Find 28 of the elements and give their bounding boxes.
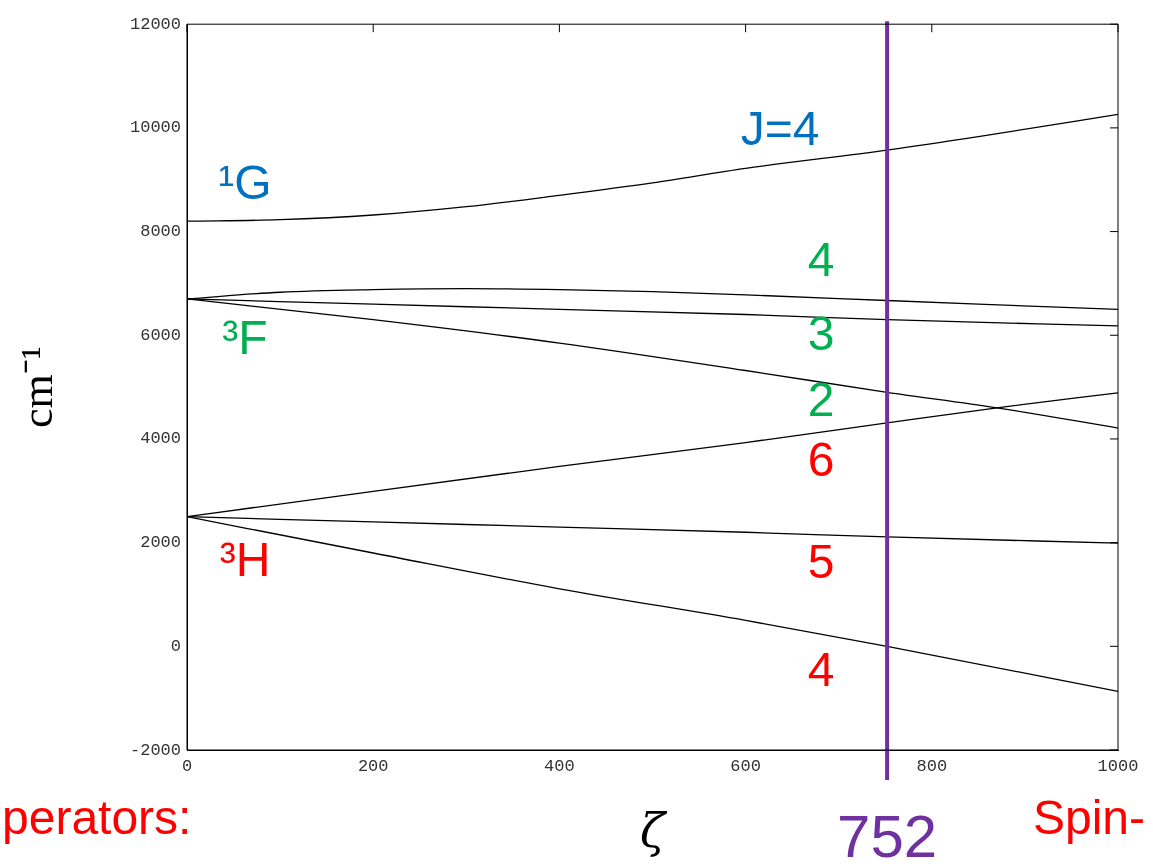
annotation: 5: [807, 535, 835, 589]
x-tick-label: 200: [357, 756, 389, 776]
annotation: 6: [807, 433, 835, 487]
y-tick-label: 4000: [140, 429, 181, 449]
annotation: 2: [807, 373, 835, 427]
annotation: J=4: [740, 102, 820, 156]
y-axis-title: cm⁻¹: [12, 346, 62, 429]
y-tick-label: -2000: [129, 740, 181, 760]
annotation: 4: [807, 233, 835, 287]
x-axis-title: ζ: [640, 804, 669, 859]
annotation: ³H: [219, 533, 271, 587]
x-tick-label: 800: [916, 756, 948, 776]
x-tick-label: 600: [730, 756, 761, 776]
y-tick-label: 6000: [140, 325, 181, 345]
y-tick-label: 12000: [129, 14, 181, 34]
y-tick-label: 0: [170, 636, 181, 656]
y-tick-label: 2000: [140, 533, 181, 553]
y-tick-label: 8000: [140, 222, 181, 242]
y-tick-label: 10000: [129, 118, 181, 138]
annotation: 3: [807, 307, 835, 361]
x-tick-label: 400: [544, 756, 575, 776]
ref-line-label: 752: [837, 802, 938, 867]
text: Spin-: [1032, 790, 1145, 845]
annotation: ¹G: [218, 156, 272, 210]
x-tick-label: 1000: [1097, 756, 1139, 776]
text: perators:: [2, 790, 192, 845]
annotation: ³F: [222, 311, 268, 365]
annotation: 4: [807, 643, 835, 697]
